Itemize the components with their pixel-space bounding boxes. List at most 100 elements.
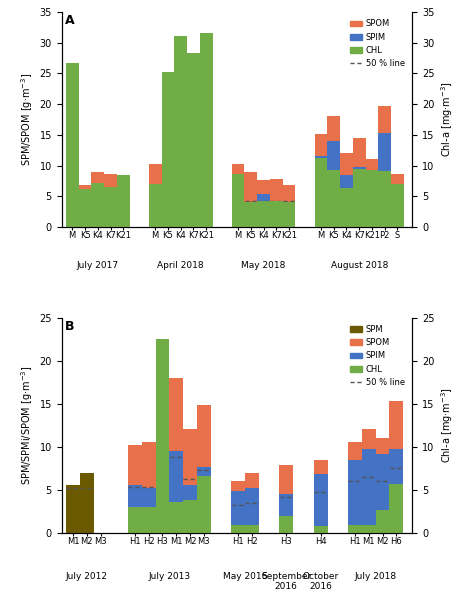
Y-axis label: Chl-a [mg·m$^{-3}$]: Chl-a [mg·m$^{-3}$]	[439, 82, 455, 157]
Bar	[362, 526, 376, 533]
Y-axis label: SPM/SPOM [g·m$^{-3}$]: SPM/SPOM [g·m$^{-3}$]	[19, 73, 35, 166]
Bar	[142, 442, 155, 488]
Bar	[328, 170, 340, 227]
Bar	[245, 488, 259, 533]
Text: B: B	[65, 320, 74, 333]
Bar	[231, 526, 245, 533]
Bar	[80, 472, 94, 533]
Bar	[174, 37, 187, 227]
Bar	[142, 488, 155, 533]
Text: April 2018: April 2018	[157, 261, 204, 270]
Text: October
2016: October 2016	[302, 571, 339, 591]
Bar	[257, 194, 270, 227]
Bar	[314, 526, 328, 533]
Bar	[66, 170, 79, 198]
Bar	[283, 185, 295, 202]
Bar	[365, 170, 378, 227]
Bar	[365, 178, 378, 227]
Bar	[257, 201, 270, 227]
Bar	[197, 406, 210, 467]
Bar	[91, 172, 104, 201]
Bar	[79, 185, 91, 202]
Bar	[128, 485, 142, 533]
Bar	[200, 33, 212, 227]
Bar	[232, 165, 245, 193]
Bar	[390, 401, 403, 449]
Bar	[283, 202, 295, 227]
Bar	[391, 189, 404, 227]
Bar	[174, 153, 187, 190]
Bar	[117, 182, 130, 203]
Bar	[162, 149, 174, 187]
Bar	[353, 167, 365, 227]
Text: July 2018: July 2018	[355, 571, 397, 581]
Bar	[245, 172, 257, 202]
Legend: SPOM, SPIM, CHL, 50 % line: SPOM, SPIM, CHL, 50 % line	[346, 16, 408, 71]
Bar	[245, 202, 257, 227]
Bar	[200, 188, 212, 227]
Bar	[376, 453, 390, 533]
Text: August 2018: August 2018	[330, 261, 388, 270]
Bar	[155, 339, 169, 533]
Bar	[169, 378, 183, 451]
Bar	[279, 516, 293, 533]
Text: May 2018: May 2018	[241, 261, 286, 270]
Bar	[270, 202, 283, 227]
Bar	[390, 449, 403, 533]
Bar	[149, 184, 162, 227]
Bar	[279, 465, 293, 494]
Text: July 2012: July 2012	[66, 571, 108, 581]
Bar	[257, 180, 270, 194]
Bar	[231, 481, 245, 491]
Bar	[79, 202, 91, 227]
Bar	[79, 189, 91, 227]
Bar	[365, 159, 378, 178]
Bar	[183, 485, 197, 533]
Bar	[197, 467, 210, 533]
Bar	[232, 193, 245, 227]
Bar	[314, 474, 328, 533]
Bar	[142, 507, 155, 533]
Bar	[376, 510, 390, 533]
Bar	[314, 459, 328, 474]
Bar	[340, 175, 353, 227]
Bar	[328, 141, 340, 227]
Bar	[104, 202, 117, 227]
Bar	[315, 134, 328, 156]
Bar	[162, 187, 174, 227]
Bar	[378, 171, 391, 227]
Bar	[378, 106, 391, 133]
Bar	[283, 202, 295, 227]
Bar	[174, 190, 187, 227]
Bar	[270, 179, 283, 202]
Bar	[340, 153, 353, 175]
Bar	[169, 451, 183, 533]
Bar	[149, 165, 162, 187]
Bar	[197, 476, 210, 533]
Bar	[376, 438, 390, 453]
Bar	[245, 202, 257, 227]
Text: July 2017: July 2017	[77, 261, 119, 270]
Bar	[187, 53, 200, 227]
Bar	[390, 484, 403, 533]
Bar	[348, 442, 362, 459]
Bar	[391, 184, 404, 227]
Bar	[378, 133, 391, 227]
Bar	[104, 174, 117, 202]
Bar	[162, 72, 174, 227]
Bar	[353, 169, 365, 227]
Bar	[128, 445, 142, 485]
Bar	[328, 117, 340, 141]
Bar	[348, 526, 362, 533]
Bar	[187, 182, 200, 227]
Bar	[353, 138, 365, 167]
Text: July 2013: July 2013	[148, 571, 191, 581]
Bar	[91, 183, 104, 227]
Bar	[183, 429, 197, 485]
Bar	[104, 187, 117, 227]
Bar	[187, 153, 200, 182]
Bar	[362, 429, 376, 449]
Bar	[340, 188, 353, 227]
Bar	[232, 174, 245, 227]
Bar	[245, 474, 259, 488]
